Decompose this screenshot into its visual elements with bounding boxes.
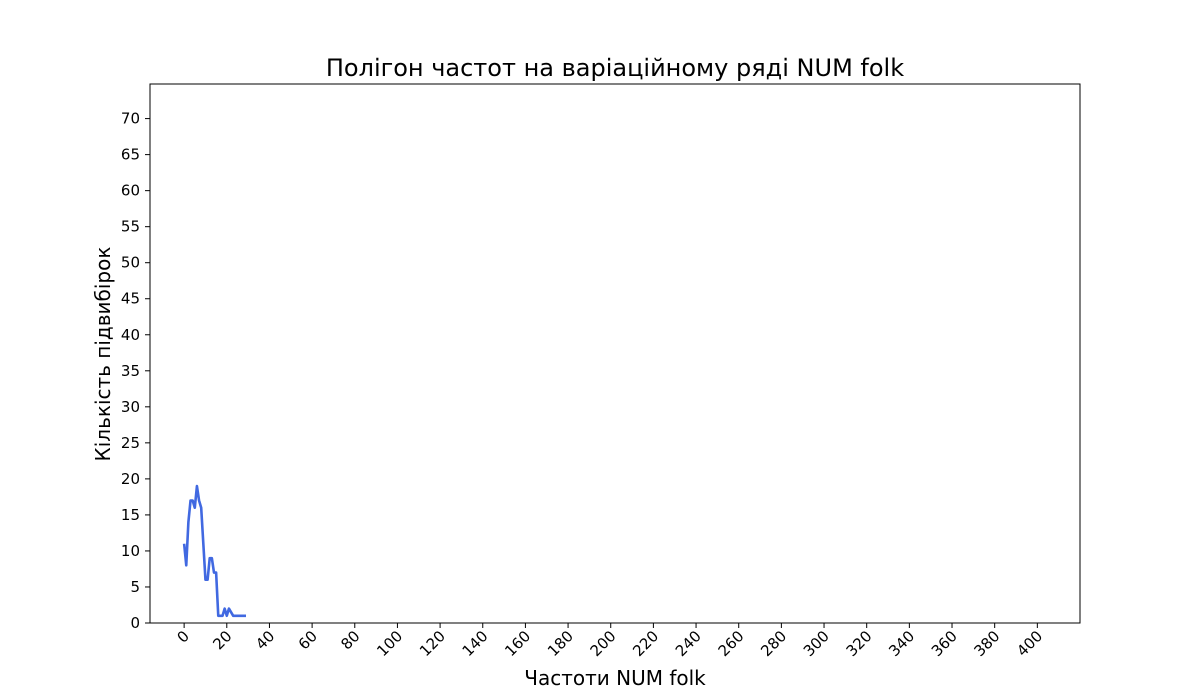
- series-layer: [182, 484, 246, 618]
- y-tick-label: 5: [130, 578, 140, 596]
- y-tick-label: 70: [121, 110, 140, 128]
- x-tick-label: 220: [629, 627, 662, 660]
- x-tick-label: 60: [295, 627, 321, 653]
- y-tick-label: 30: [121, 398, 140, 416]
- x-tick-label: 380: [971, 627, 1004, 660]
- series-line: [182, 484, 246, 618]
- y-tick-label: 0: [130, 614, 140, 632]
- y-tick-label: 65: [121, 146, 140, 164]
- x-tick-label: 260: [715, 627, 748, 660]
- y-tick-label: 25: [121, 434, 140, 452]
- y-tick-label: 15: [121, 506, 140, 524]
- x-tick-label: 20: [209, 627, 235, 653]
- y-tick-label: 20: [121, 470, 140, 488]
- x-tick-label: 360: [928, 627, 961, 660]
- y-tick-label: 40: [121, 326, 140, 344]
- x-tick-label: 240: [672, 627, 705, 660]
- y-tick-label: 55: [121, 218, 140, 236]
- y-tick-label: 50: [121, 254, 140, 272]
- x-tick-label: 160: [501, 627, 534, 660]
- x-tick-label: 180: [544, 627, 577, 660]
- x-axis: 0 20 40 60 80 100 120 140 160 180 200 220 240 260 280 3…: [173, 623, 1046, 660]
- x-tick-label: 280: [757, 627, 790, 660]
- x-tick-label: 0: [173, 627, 192, 646]
- y-tick-label: 60: [121, 182, 140, 200]
- x-tick-label: 80: [337, 627, 363, 653]
- x-tick-label: 400: [1013, 627, 1046, 660]
- x-tick-label: 40: [252, 627, 278, 653]
- x-axis-label: Частоти NUM folk: [524, 666, 706, 690]
- x-tick-label: 100: [373, 627, 406, 660]
- y-axis: 0 5 10 15 20 25 30 35 40 45 50 55 60 65 70: [121, 110, 150, 632]
- x-tick-label: 200: [587, 627, 620, 660]
- y-tick-label: 45: [121, 290, 140, 308]
- chart-title: Полігон частот на варіаційному ряді NUM …: [326, 54, 904, 82]
- y-axis-label: Кількість підвибірок: [91, 247, 115, 462]
- y-tick-label: 10: [121, 542, 140, 560]
- x-tick-label: 300: [800, 627, 833, 660]
- x-tick-label: 120: [416, 627, 449, 660]
- x-tick-label: 140: [459, 627, 492, 660]
- y-tick-label: 35: [121, 362, 140, 380]
- x-tick-label: 340: [885, 627, 918, 660]
- plot-area: [149, 83, 1081, 624]
- x-tick-label: 320: [843, 627, 876, 660]
